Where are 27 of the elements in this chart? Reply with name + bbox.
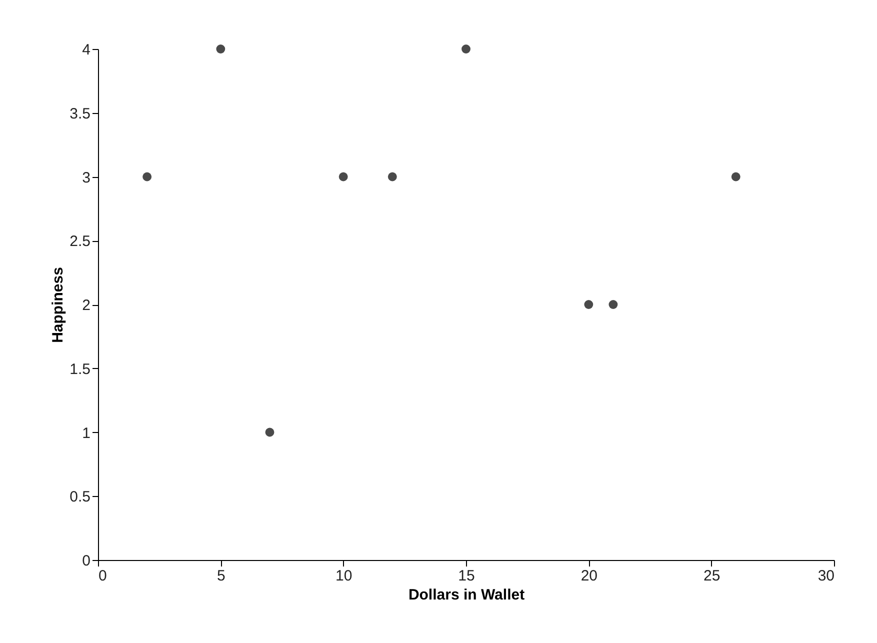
y-tick-label: 3 — [82, 169, 90, 186]
point — [216, 44, 226, 54]
x-tick-label: 30 — [818, 568, 834, 584]
x-tick-label: 20 — [580, 568, 598, 584]
point — [584, 300, 594, 309]
y-tick-label: 2 — [82, 297, 90, 314]
point — [338, 172, 348, 182]
point — [388, 172, 397, 182]
y-tick-label: 2.5 — [70, 233, 90, 250]
x-tick-label: 10 — [335, 568, 352, 584]
point — [731, 172, 740, 182]
x-axis-title: Dollars in Wallet — [408, 586, 525, 604]
y-tick-label: 0.5 — [70, 488, 90, 506]
y-tick-label: 3.5 — [70, 105, 90, 122]
point — [265, 428, 274, 437]
x-tick-label: 5 — [216, 568, 226, 584]
point — [608, 300, 618, 309]
y-tick-label: 0 — [82, 552, 90, 570]
x-tick-label: 0 — [98, 568, 107, 584]
point — [142, 172, 152, 182]
x-tick-label: 15 — [458, 568, 475, 584]
y-axis-title: Happiness — [50, 267, 67, 343]
y-tick-label: 4 — [82, 42, 90, 58]
point — [462, 44, 470, 54]
x-tick-label: 25 — [703, 568, 720, 584]
y-tick-label: 1.5 — [70, 360, 90, 378]
y-tick-label: 1 — [82, 424, 90, 442]
